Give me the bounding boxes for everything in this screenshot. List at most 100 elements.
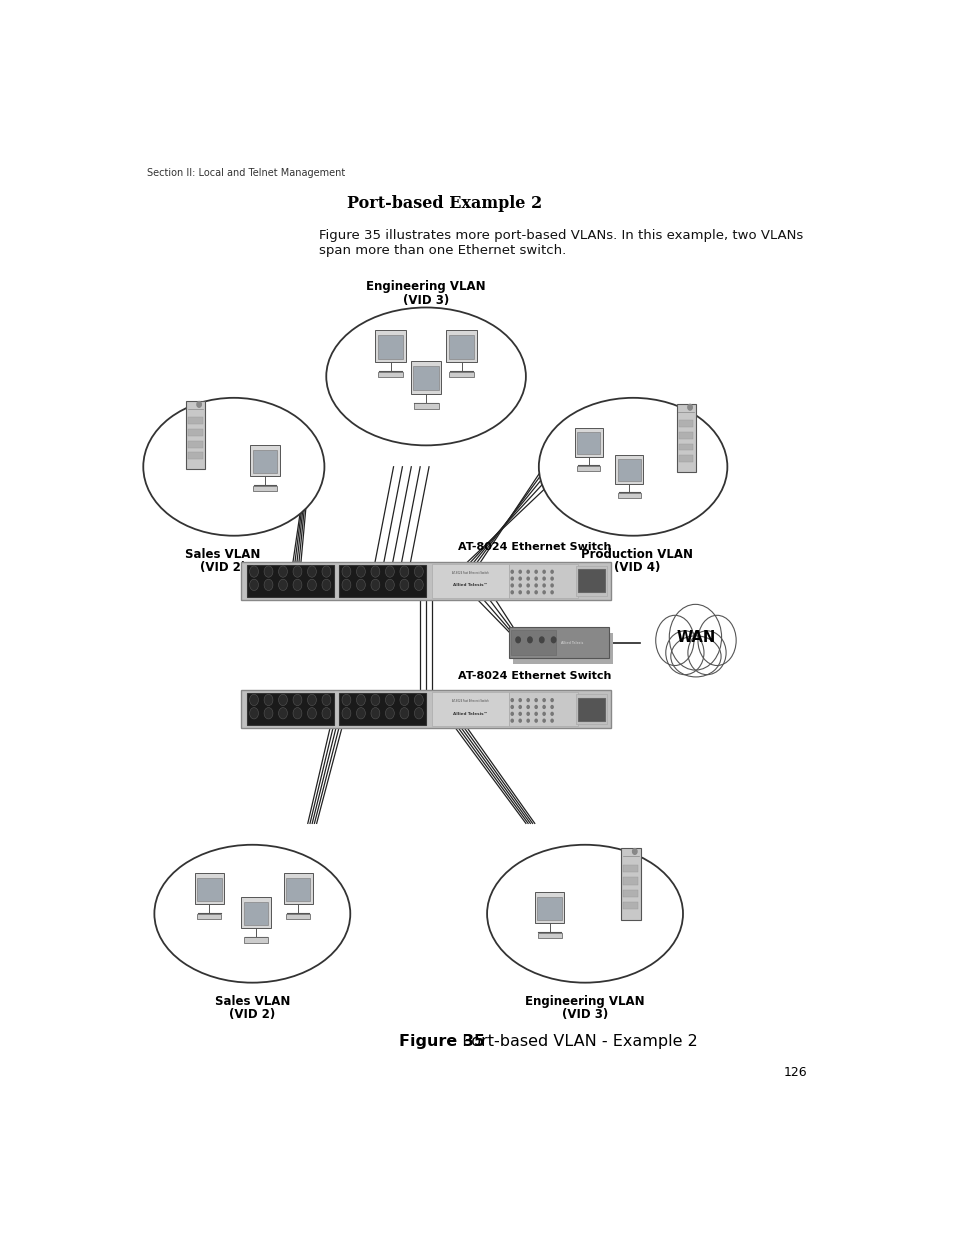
FancyBboxPatch shape	[622, 889, 638, 897]
FancyBboxPatch shape	[576, 566, 606, 597]
Circle shape	[526, 577, 529, 580]
FancyBboxPatch shape	[241, 690, 610, 729]
Text: Section II: Local and Telnet Management: Section II: Local and Telnet Management	[147, 168, 345, 178]
FancyBboxPatch shape	[449, 372, 474, 378]
Ellipse shape	[264, 579, 273, 590]
Ellipse shape	[342, 579, 351, 590]
FancyBboxPatch shape	[188, 429, 202, 436]
Ellipse shape	[307, 579, 316, 590]
Circle shape	[526, 699, 529, 701]
Ellipse shape	[356, 694, 365, 705]
Circle shape	[535, 577, 537, 580]
FancyBboxPatch shape	[188, 452, 202, 459]
Circle shape	[542, 719, 545, 722]
Circle shape	[511, 713, 513, 715]
Ellipse shape	[399, 708, 409, 719]
Circle shape	[539, 637, 543, 642]
Text: Engineering VLAN: Engineering VLAN	[525, 994, 644, 1008]
Circle shape	[518, 705, 520, 709]
Ellipse shape	[385, 566, 394, 577]
FancyBboxPatch shape	[250, 446, 279, 477]
Text: AT-8024 Ethernet Switch: AT-8024 Ethernet Switch	[457, 542, 610, 552]
Circle shape	[551, 713, 553, 715]
FancyBboxPatch shape	[375, 330, 406, 362]
FancyBboxPatch shape	[679, 420, 693, 427]
Circle shape	[542, 713, 545, 715]
Circle shape	[526, 719, 529, 722]
Text: (VID 3): (VID 3)	[402, 294, 449, 308]
Ellipse shape	[371, 566, 379, 577]
Circle shape	[551, 577, 553, 580]
Text: span more than one Ethernet switch.: span more than one Ethernet switch.	[318, 245, 565, 257]
Circle shape	[511, 590, 513, 594]
Ellipse shape	[322, 566, 331, 577]
Ellipse shape	[698, 615, 736, 666]
FancyBboxPatch shape	[197, 878, 221, 902]
Circle shape	[526, 590, 529, 594]
FancyBboxPatch shape	[446, 330, 476, 362]
Circle shape	[518, 571, 520, 573]
Circle shape	[518, 577, 520, 580]
FancyBboxPatch shape	[537, 897, 561, 920]
Circle shape	[526, 705, 529, 709]
Ellipse shape	[293, 579, 301, 590]
Ellipse shape	[687, 631, 725, 674]
FancyBboxPatch shape	[576, 694, 606, 725]
Ellipse shape	[278, 579, 287, 590]
Ellipse shape	[356, 579, 365, 590]
Ellipse shape	[655, 615, 693, 666]
Circle shape	[551, 584, 553, 587]
FancyBboxPatch shape	[511, 630, 556, 655]
Ellipse shape	[264, 694, 273, 705]
Text: (VID 3): (VID 3)	[561, 1008, 607, 1021]
FancyBboxPatch shape	[241, 562, 610, 600]
Text: AT-8024 Ethernet Switch: AT-8024 Ethernet Switch	[457, 671, 610, 680]
Circle shape	[542, 699, 545, 701]
Ellipse shape	[414, 708, 423, 719]
FancyBboxPatch shape	[679, 456, 693, 462]
FancyBboxPatch shape	[286, 914, 310, 919]
FancyBboxPatch shape	[677, 404, 695, 472]
Text: Production VLAN: Production VLAN	[580, 547, 692, 561]
FancyBboxPatch shape	[197, 914, 221, 919]
Text: Port-based VLAN - Example 2: Port-based VLAN - Example 2	[452, 1035, 697, 1050]
Circle shape	[551, 699, 553, 701]
Circle shape	[518, 584, 520, 587]
FancyBboxPatch shape	[411, 361, 441, 394]
FancyBboxPatch shape	[377, 335, 403, 359]
FancyBboxPatch shape	[253, 485, 276, 490]
Ellipse shape	[399, 566, 409, 577]
Ellipse shape	[278, 566, 287, 577]
Ellipse shape	[399, 579, 409, 590]
Circle shape	[535, 719, 537, 722]
Circle shape	[551, 571, 553, 573]
Ellipse shape	[293, 708, 301, 719]
Text: Allied Telesis™: Allied Telesis™	[453, 583, 487, 588]
Circle shape	[551, 637, 556, 642]
FancyBboxPatch shape	[286, 878, 310, 902]
Ellipse shape	[278, 694, 287, 705]
Text: Engineering VLAN: Engineering VLAN	[366, 280, 485, 293]
FancyBboxPatch shape	[622, 877, 638, 884]
Ellipse shape	[326, 308, 525, 446]
Circle shape	[518, 713, 520, 715]
Ellipse shape	[293, 694, 301, 705]
FancyBboxPatch shape	[679, 443, 693, 451]
FancyBboxPatch shape	[622, 902, 638, 909]
Text: (VID 2): (VID 2)	[229, 1008, 275, 1021]
Circle shape	[196, 401, 201, 408]
FancyBboxPatch shape	[513, 634, 612, 663]
Text: AT-8024 Fast Ethernet Switch: AT-8024 Fast Ethernet Switch	[452, 571, 488, 574]
Ellipse shape	[264, 566, 273, 577]
FancyBboxPatch shape	[620, 848, 640, 920]
Circle shape	[542, 590, 545, 594]
FancyBboxPatch shape	[578, 569, 604, 593]
FancyBboxPatch shape	[578, 698, 604, 721]
Circle shape	[511, 705, 513, 709]
Circle shape	[511, 699, 513, 701]
Circle shape	[632, 848, 637, 855]
FancyBboxPatch shape	[431, 692, 509, 726]
Circle shape	[535, 699, 537, 701]
Circle shape	[542, 571, 545, 573]
Ellipse shape	[414, 694, 423, 705]
